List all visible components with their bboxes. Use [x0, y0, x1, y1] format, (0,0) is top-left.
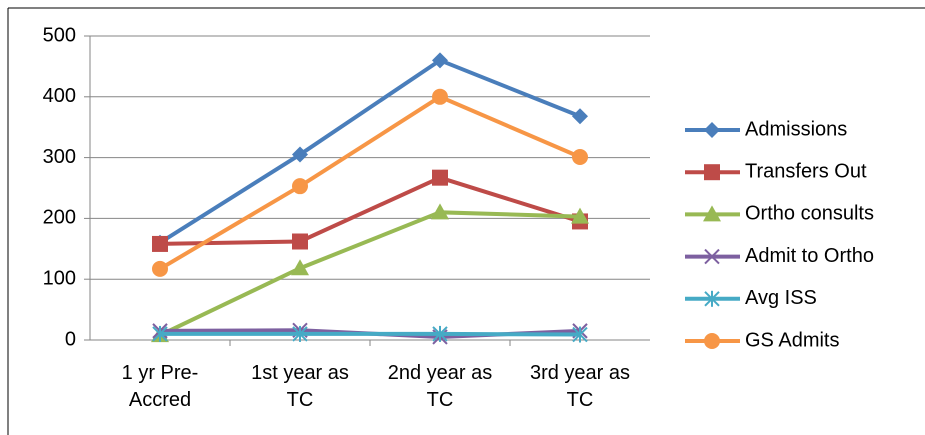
marker — [432, 325, 448, 342]
series-line — [159, 210, 581, 337]
y-tick-label: 400 — [43, 85, 76, 107]
marker — [571, 207, 589, 224]
y-tick-label: 100 — [43, 267, 76, 289]
marker — [704, 122, 720, 138]
y-tick-label: 0 — [65, 328, 76, 350]
x-tick-label: 1 yr Pre-Accred — [121, 362, 199, 411]
y-tick-label: 500 — [43, 24, 76, 46]
x-tick-label: 2nd year as TC — [387, 362, 493, 411]
legend-label: Avg ISS — [745, 287, 817, 309]
marker — [572, 326, 588, 343]
x-tick-label: 1st year as TC — [251, 362, 349, 411]
marker — [292, 233, 308, 250]
legend-label: Admit to Ortho — [745, 245, 874, 267]
marker — [432, 169, 448, 186]
series-line — [159, 175, 581, 246]
marker — [432, 88, 448, 105]
marker — [292, 178, 308, 195]
marker — [704, 164, 720, 181]
marker — [704, 333, 720, 349]
marker — [704, 290, 720, 307]
marker — [703, 205, 721, 222]
legend-label: Admissions — [745, 118, 847, 140]
legend-label: Ortho consults — [745, 203, 874, 225]
marker — [292, 325, 308, 342]
y-tick-label: 300 — [43, 146, 76, 168]
marker — [152, 235, 168, 252]
marker — [704, 248, 720, 265]
series-line — [160, 331, 581, 337]
marker — [432, 52, 448, 69]
series-line — [158, 94, 581, 271]
marker — [572, 108, 588, 125]
marker — [431, 203, 449, 220]
legend-label: GS Admits — [745, 329, 839, 351]
marker — [572, 148, 588, 165]
marker — [152, 260, 168, 277]
x-tick-label: 3rd year as TC — [529, 362, 631, 411]
marker-stroke — [704, 248, 720, 265]
y-tick-label: 200 — [43, 207, 76, 229]
legend-label: Transfers Out — [745, 160, 867, 182]
marker — [291, 259, 309, 276]
marker — [152, 325, 168, 342]
series-line — [158, 58, 581, 245]
marker — [292, 146, 308, 163]
